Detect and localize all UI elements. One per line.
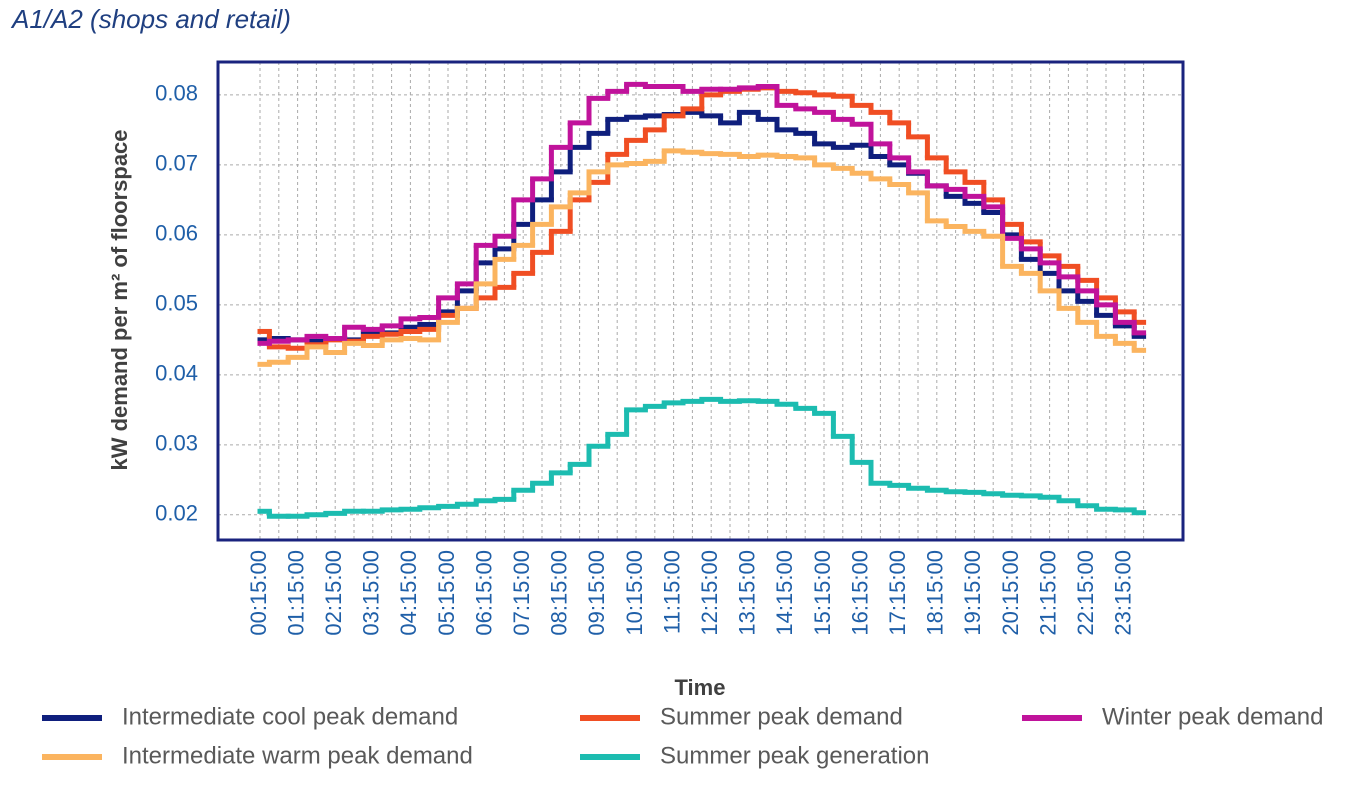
y-tick-label: 0.03 bbox=[155, 431, 198, 456]
series-line bbox=[257, 148, 1147, 367]
x-tick-label: 04:15:00 bbox=[396, 550, 421, 636]
x-tick-label: 05:15:00 bbox=[434, 550, 459, 636]
x-tick-label: 12:15:00 bbox=[697, 550, 722, 636]
y-axis-title: kW demand per m² of floorspace bbox=[107, 129, 132, 470]
legend-label: Intermediate cool peak demand bbox=[122, 703, 458, 730]
y-tick-label: 0.05 bbox=[155, 291, 198, 316]
y-tick-label: 0.02 bbox=[155, 501, 198, 526]
x-tick-label: 14:15:00 bbox=[772, 550, 797, 636]
x-tick-label: 01:15:00 bbox=[283, 550, 308, 636]
x-tick-label: 11:15:00 bbox=[659, 550, 684, 634]
y-tick-label: 0.07 bbox=[155, 151, 198, 176]
chart-title: A1/A2 (shops and retail) bbox=[10, 4, 291, 34]
plot-frame bbox=[216, 60, 1185, 542]
x-tick-label: 17:15:00 bbox=[885, 550, 910, 636]
x-tick-label: 07:15:00 bbox=[509, 550, 534, 636]
x-tick-label: 18:15:00 bbox=[923, 550, 948, 636]
x-tick-label: 00:15:00 bbox=[246, 550, 271, 636]
legend-label: Intermediate warm peak demand bbox=[122, 742, 473, 769]
y-tick-label: 0.08 bbox=[155, 81, 198, 106]
series-line bbox=[257, 81, 1147, 346]
x-tick-label: 21:15:00 bbox=[1035, 550, 1060, 636]
x-axis-title: Time bbox=[675, 675, 726, 700]
legend-label: Winter peak demand bbox=[1102, 703, 1323, 730]
x-tick-label: 08:15:00 bbox=[547, 550, 572, 636]
x-tick-label: 03:15:00 bbox=[359, 550, 384, 636]
x-tick-label: 22:15:00 bbox=[1073, 550, 1098, 636]
series-line bbox=[257, 396, 1147, 519]
x-tick-label: 15:15:00 bbox=[810, 550, 835, 636]
y-tick-label: 0.06 bbox=[155, 221, 198, 246]
x-tick-label: 09:15:00 bbox=[584, 550, 609, 636]
x-tick-label: 20:15:00 bbox=[998, 550, 1023, 636]
legend-label: Summer peak demand bbox=[660, 703, 903, 730]
y-tick-label: 0.04 bbox=[155, 361, 198, 386]
x-tick-label: 13:15:00 bbox=[735, 550, 760, 636]
x-tick-label: 16:15:00 bbox=[847, 550, 872, 636]
x-tick-label: 19:15:00 bbox=[960, 550, 985, 636]
x-tick-label: 23:15:00 bbox=[1111, 550, 1136, 636]
x-tick-label: 02:15:00 bbox=[321, 550, 346, 636]
legend-label: Summer peak generation bbox=[660, 742, 929, 769]
x-tick-label: 10:15:00 bbox=[622, 550, 647, 636]
x-tick-label: 06:15:00 bbox=[471, 550, 496, 636]
series-line bbox=[257, 85, 1147, 351]
